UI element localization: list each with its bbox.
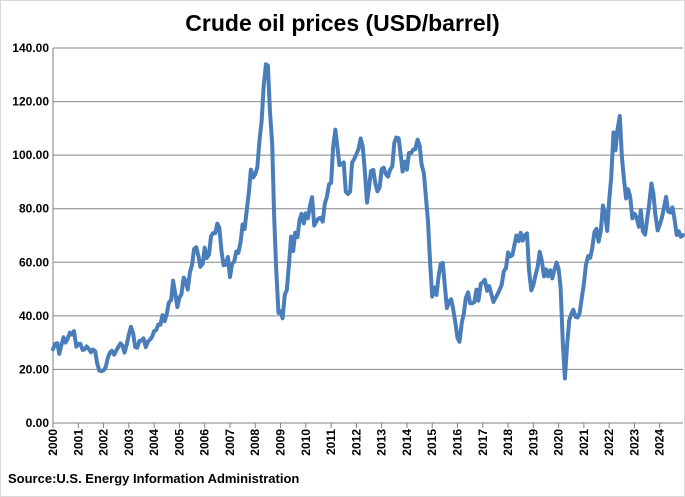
- source-note: Source:U.S. Energy Information Administr…: [8, 471, 299, 486]
- x-tick-label: 2007: [223, 429, 237, 456]
- x-tick-label: 2021: [577, 429, 591, 456]
- x-tick-label: 2010: [299, 429, 313, 456]
- y-tick-label: 60.00: [19, 255, 49, 269]
- x-tick-label: 2016: [450, 429, 464, 456]
- x-tick-label: 2018: [501, 429, 515, 456]
- x-tick-label: 2024: [653, 429, 667, 456]
- y-tick-label: 20.00: [19, 362, 49, 376]
- x-tick-label: 2015: [425, 429, 439, 456]
- y-tick-labels: 0.00 20.00 40.00 60.00 80.00 100.00 120.00 140.…: [12, 41, 49, 430]
- x-tick-label: 2022: [602, 429, 616, 456]
- x-tick-label: 2004: [147, 429, 161, 456]
- x-tick-label: 2011: [324, 429, 338, 455]
- y-tick-label: 80.00: [19, 202, 49, 216]
- x-tick-label: 2001: [71, 429, 85, 456]
- x-tick-label: 2017: [476, 429, 490, 456]
- x-tick-label: 2005: [172, 429, 186, 456]
- x-tick-label: 2019: [526, 429, 540, 456]
- x-tick-label: 2020: [552, 429, 566, 456]
- x-tick-label: 2006: [198, 429, 212, 456]
- x-tick-label: 2012: [349, 429, 363, 456]
- x-tick-label: 2002: [97, 429, 111, 456]
- x-tick-label: 2014: [400, 429, 414, 456]
- grid-lines: [53, 48, 683, 423]
- y-tick-label: 120.00: [12, 95, 49, 109]
- x-tick-label: 2013: [375, 429, 389, 456]
- y-tick-label: 140.00: [12, 41, 49, 55]
- x-tick-label: 2003: [122, 429, 136, 456]
- y-tick-label: 40.00: [19, 309, 49, 323]
- y-tick-label: 100.00: [12, 148, 49, 162]
- x-tick-label: 2009: [274, 429, 288, 456]
- x-tick-label: 2000: [46, 429, 60, 456]
- y-tick-label: 0.00: [26, 416, 50, 430]
- axes: [53, 48, 660, 428]
- x-tick-label: 2023: [627, 429, 641, 456]
- series-line-crude-oil: [53, 64, 683, 378]
- x-tick-labels: 2000 2001 2002 2003 2004 2005 2006 2007 2008 2009…: [46, 429, 667, 456]
- x-tick-label: 2008: [248, 429, 262, 456]
